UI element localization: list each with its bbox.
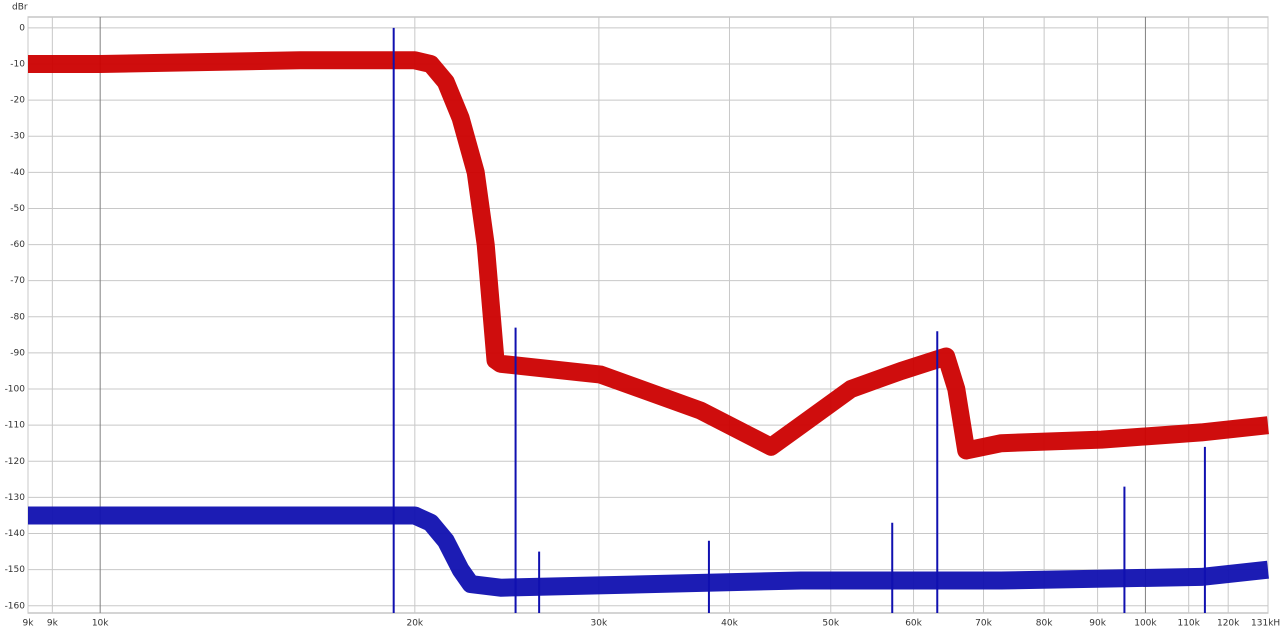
x-tick-label: 40k [721, 619, 738, 629]
y-tick-label: -160 [5, 601, 26, 611]
y-tick-label: -30 [10, 132, 25, 142]
y-axis-label: dBr [12, 3, 28, 13]
x-tick-label: 20k [406, 619, 423, 629]
x-tick-label: 131kHz [1251, 619, 1280, 629]
y-tick-label: -50 [10, 204, 25, 214]
y-tick-label: -40 [10, 168, 25, 178]
x-tick-label: 70k [975, 619, 992, 629]
x-tick-label: 50k [822, 619, 839, 629]
x-tick-label: 90k [1089, 619, 1106, 629]
y-tick-label: -140 [5, 529, 26, 539]
x-tick-label: 9k [23, 619, 35, 629]
y-tick-label: -70 [10, 276, 25, 286]
x-tick-label: 120k [1217, 619, 1240, 629]
x-tick-label: 9k [47, 619, 59, 629]
y-tick-label: -130 [5, 493, 26, 503]
y-tick-label: -120 [5, 457, 26, 467]
y-tick-label: -60 [10, 240, 25, 250]
spectrum-trace [28, 506, 1269, 597]
y-tick-label: -80 [10, 312, 25, 322]
x-tick-label: 80k [1036, 619, 1053, 629]
x-tick-label: 100k [1134, 619, 1157, 629]
y-tick-label: -100 [5, 385, 26, 395]
x-tick-label: 10k [92, 619, 109, 629]
y-tick-label: -10 [10, 59, 25, 69]
spectrum-trace [28, 51, 1269, 460]
x-tick-label: 60k [905, 619, 922, 629]
x-tick-label: 30k [591, 619, 608, 629]
y-tick-label: -90 [10, 348, 25, 358]
x-tick-label: 110k [1177, 619, 1200, 629]
y-tick-label: 0 [19, 23, 25, 33]
y-tick-label: -150 [5, 565, 26, 575]
y-tick-label: -110 [5, 421, 26, 431]
y-tick-label: -20 [10, 96, 25, 106]
